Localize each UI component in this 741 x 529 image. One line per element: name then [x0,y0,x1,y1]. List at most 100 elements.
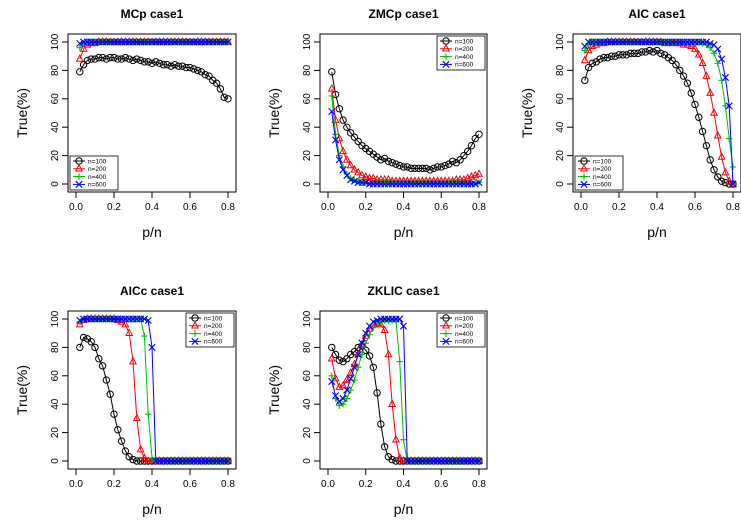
x-tick-label: 0.0 [69,479,83,490]
data-point [471,180,479,188]
data-point [596,55,604,63]
legend-label: n=600 [455,339,474,346]
data-point [357,170,367,179]
y-tick-label: 40 [50,121,61,133]
data-point [683,79,692,87]
data-point [373,389,381,397]
data-series [328,68,483,174]
data-point [79,333,88,342]
data-point [384,157,393,165]
legend-label: n=600 [455,62,474,69]
data-point [706,156,714,164]
data-point [361,172,370,180]
data-series [76,53,232,103]
chart-title: ZKLIC case1 [367,284,439,298]
legend-label: n=400 [455,331,474,338]
data-point [190,65,198,73]
data-point [595,38,605,47]
y-tick-label: 40 [302,398,313,410]
data-point [121,53,130,62]
data-point [76,343,84,352]
data-point [721,178,730,187]
data-point [113,315,122,324]
data-point [581,47,588,54]
legend-label: n=100 [593,158,612,165]
data-point [140,58,149,66]
data-point [346,129,355,137]
data-point [102,376,111,384]
data-point [603,53,612,62]
data-point [91,343,99,352]
data-point [328,377,336,386]
data-point [76,39,84,48]
data-point [475,178,483,187]
data-point [392,160,400,168]
y-tick-label: 100 [555,33,566,50]
data-point [657,49,665,58]
x-tick-label: 0.8 [221,479,235,490]
data-point [377,420,385,428]
data-point [391,434,400,443]
data-point [580,55,589,64]
data-point [358,351,366,358]
data-point [718,77,725,84]
data-point [430,164,438,173]
data-point [622,51,631,59]
data-point [117,55,126,63]
legend-marker [580,173,588,180]
data-point [380,325,389,334]
data-point [355,364,362,371]
data-point [220,93,228,102]
data-point [147,456,157,464]
legend-label: n=100 [204,315,223,322]
legend-marker [579,163,589,172]
data-point [369,363,377,371]
chart-title: ZMCp case1 [368,7,438,21]
data-point [327,83,336,92]
y-tick-label: 60 [50,93,61,105]
y-axis-label: True(%) [266,365,282,415]
data-point [634,49,642,58]
data-point [114,55,122,63]
data-point [167,62,175,70]
data-series [328,315,483,465]
data-point [148,343,156,351]
data-point [87,55,95,63]
data-point [343,386,351,394]
legend-marker [190,320,200,329]
data-point [411,164,419,173]
data-point [687,41,696,49]
y-tick-label: 0 [50,181,61,187]
data-point [396,315,404,323]
x-tick-label: 0.4 [145,202,159,213]
data-point [694,49,703,58]
data-point [721,73,729,82]
y-axis-label: True(%) [266,88,282,138]
data-point [691,100,699,109]
data-point [456,156,464,164]
legend-marker [441,320,451,329]
data-point [698,58,707,67]
series-line [79,41,228,44]
data-point [721,167,730,176]
data-point [121,319,130,328]
data-point [346,160,355,169]
data-point [714,173,722,181]
data-point [399,322,408,330]
series-line [584,49,733,185]
y-tick-label: 40 [302,121,313,133]
data-point [335,397,343,405]
legend-label: n=200 [455,46,474,53]
data-point [144,316,152,325]
y-tick-label: 20 [50,150,61,162]
data-point [343,395,351,402]
y-tick-label: 100 [302,310,313,327]
data-point [136,444,145,453]
legend-marker [75,173,83,180]
data-point [707,44,714,51]
data-point [106,53,114,62]
data-point [675,38,684,47]
legend-marker [442,330,450,337]
data-point [331,350,340,359]
